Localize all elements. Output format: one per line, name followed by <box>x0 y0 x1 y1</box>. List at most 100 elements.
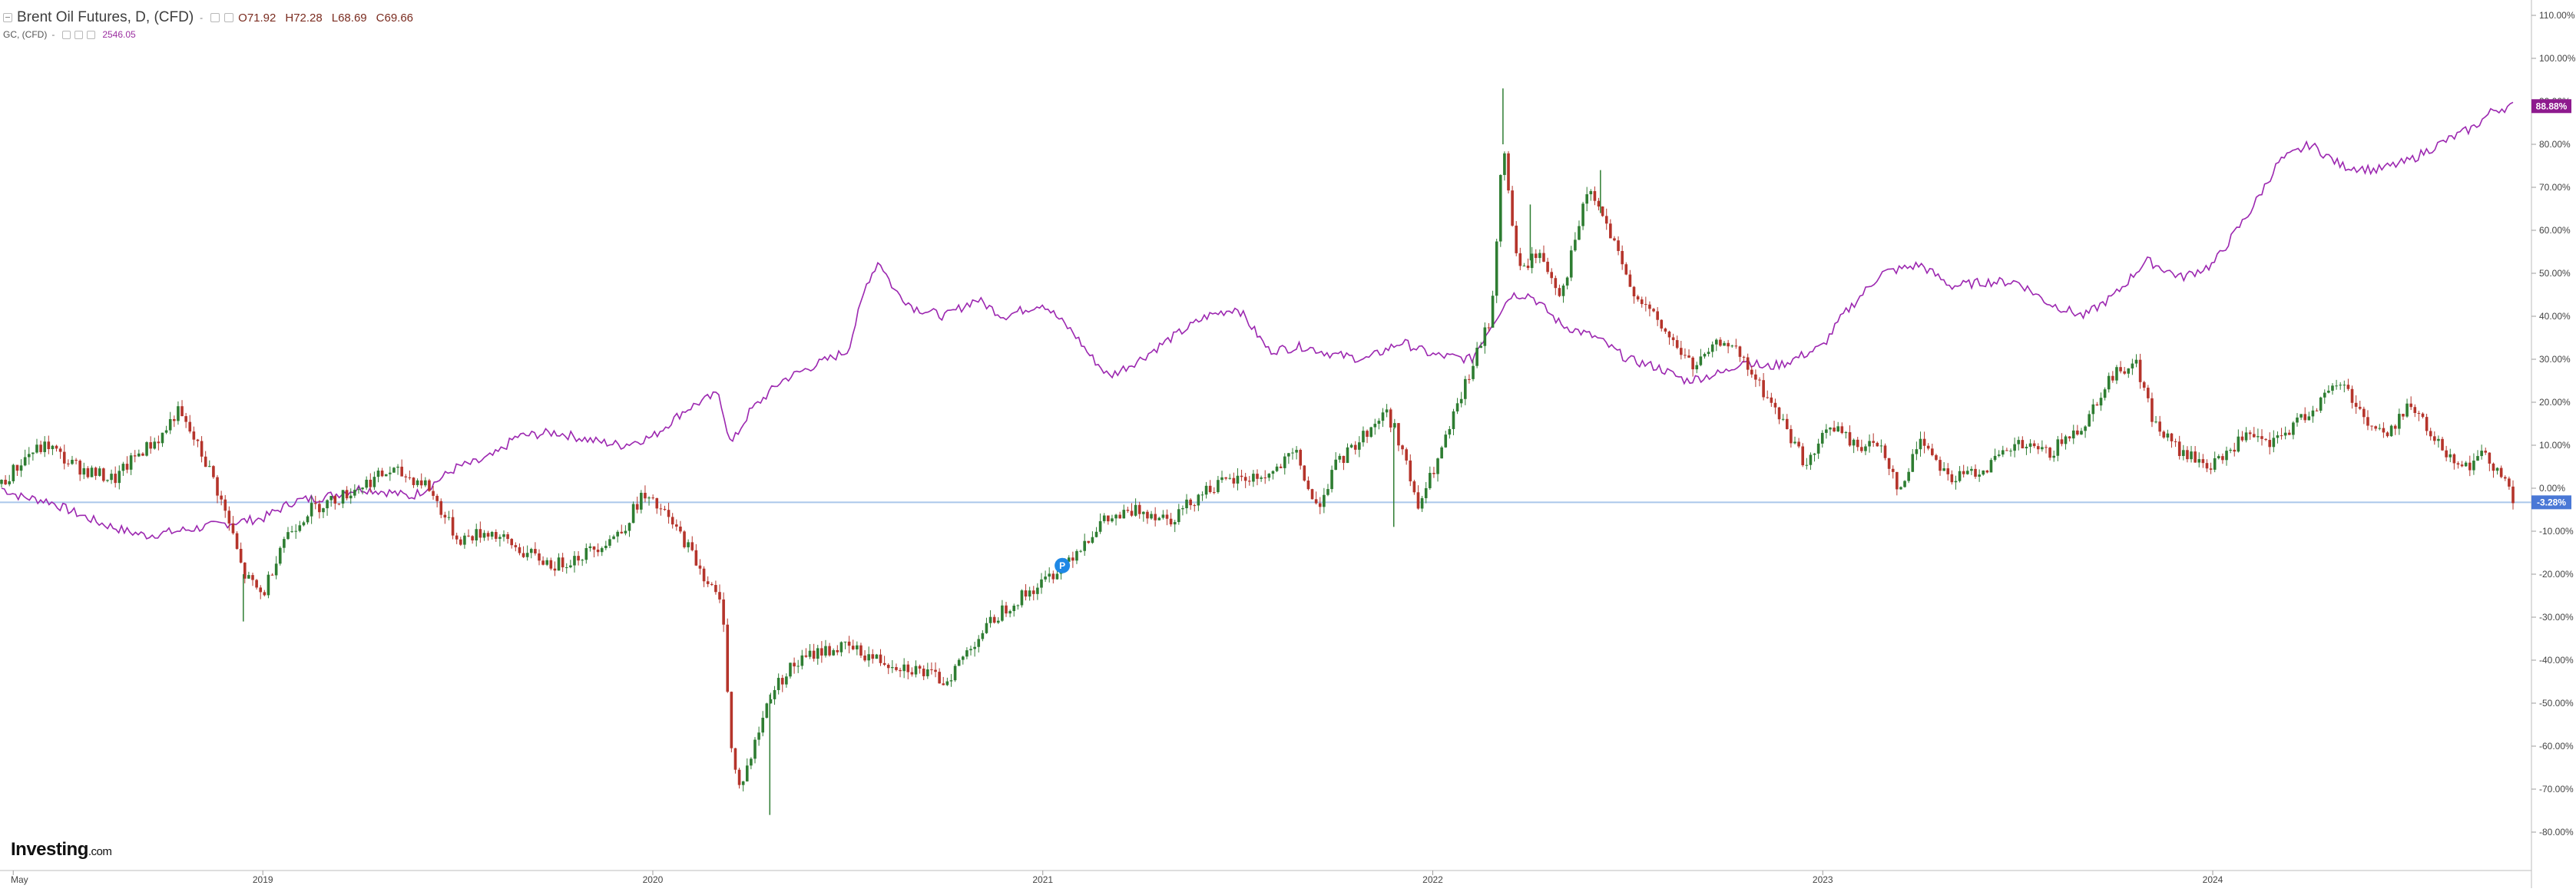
candle-body <box>647 497 651 499</box>
candle-body <box>2300 414 2303 418</box>
candle-body <box>863 655 866 661</box>
candle-body <box>1879 445 1883 447</box>
candle-body <box>612 536 615 540</box>
candle-body <box>2131 363 2134 368</box>
candle-body <box>737 769 741 785</box>
candle-body <box>2323 392 2326 398</box>
candle-body <box>651 497 654 499</box>
collapse-icon[interactable] <box>3 13 12 22</box>
candle-body <box>1111 518 1114 522</box>
candle-body <box>1424 487 1428 498</box>
candle-body <box>19 465 23 471</box>
candle-body <box>733 748 737 770</box>
candle-body <box>2358 406 2362 409</box>
candle-body <box>1958 471 1962 481</box>
candle-body <box>2280 435 2283 437</box>
settings-icon[interactable] <box>210 13 220 22</box>
candle-body <box>1005 605 1008 614</box>
candle-body <box>2488 452 2492 464</box>
candle-body <box>926 669 929 676</box>
symbol-title[interactable]: Brent Oil Futures, D, (CFD) <box>17 9 194 25</box>
candle-body <box>1518 253 1522 266</box>
y-tick-label: -40.00% <box>2539 655 2574 666</box>
candle-body <box>2456 463 2460 465</box>
candle-body <box>2331 385 2334 391</box>
settings-icon[interactable] <box>74 30 84 39</box>
compare-symbol[interactable]: GC, (CFD) <box>3 29 48 40</box>
candle-body <box>1189 499 1192 506</box>
close-icon[interactable] <box>224 13 234 22</box>
candle-body <box>690 542 694 550</box>
x-axis[interactable]: May 2019 2020 2021 2022 2023 2024 <box>11 871 2223 885</box>
candle-body <box>726 624 730 692</box>
candle-body <box>2147 388 2150 398</box>
candle-body <box>1165 514 1169 519</box>
y-axis[interactable]: 110.00%100.00%90.00%80.00%70.00%60.00%50… <box>2531 10 2576 837</box>
candle-body <box>39 444 42 452</box>
candle-body <box>2386 432 2389 437</box>
candle-body <box>2056 439 2060 456</box>
candle-body <box>471 536 474 540</box>
candle-body <box>996 620 1000 623</box>
candle-body <box>212 466 215 477</box>
chart-legend: Brent Oil Futures, D, (CFD) - O71.92 H72… <box>3 9 422 41</box>
symbol-dash: - <box>200 12 204 23</box>
candle-body <box>455 535 459 540</box>
candle-body <box>2154 421 2157 423</box>
candle-body <box>1107 515 1110 522</box>
candle-body <box>2225 451 2228 461</box>
candle-body <box>1687 355 1690 358</box>
candle-body <box>349 495 353 499</box>
candle-body <box>1260 477 1263 479</box>
x-tick-label: May <box>11 874 28 885</box>
plot-area[interactable]: P <box>0 88 2531 815</box>
candle-body <box>1448 428 1452 435</box>
candle-body <box>1008 611 1012 614</box>
candle-body <box>506 534 509 540</box>
candle-body <box>1142 511 1145 514</box>
candle-body <box>1636 296 1640 300</box>
candle-body <box>1727 342 1730 347</box>
candle-body <box>1503 153 1506 175</box>
candle-body <box>847 641 851 646</box>
candle-body <box>985 623 988 633</box>
x-tick-label: 2023 <box>1813 874 1833 885</box>
candle-body <box>1358 442 1361 450</box>
candle-body <box>1558 288 1561 296</box>
visibility-icon[interactable] <box>62 30 71 39</box>
candle-body <box>1511 190 1514 226</box>
candle-body <box>1217 480 1220 493</box>
candle-body <box>15 464 19 471</box>
candle-body <box>981 633 985 639</box>
candle-body <box>424 480 427 486</box>
close-icon[interactable] <box>87 30 96 39</box>
candle-body <box>58 448 62 452</box>
candle-body <box>1491 296 1495 328</box>
candle-body <box>675 524 678 527</box>
candle-body <box>856 645 859 649</box>
candle-body <box>1228 477 1232 479</box>
candle-body <box>1785 418 1789 429</box>
candle-body <box>2021 440 2025 449</box>
candle-body <box>1079 550 1082 552</box>
candle-body <box>2441 438 2444 451</box>
candle-body <box>2060 439 2064 444</box>
candle-body <box>1954 481 1958 483</box>
event-marker-icon[interactable] <box>1055 557 1071 573</box>
candle-body <box>757 732 760 740</box>
candle-body <box>1067 557 1071 562</box>
candle-body <box>1028 590 1031 597</box>
candle-body <box>2350 388 2354 403</box>
candle-body <box>1868 441 1871 447</box>
candle-body <box>2091 404 2095 415</box>
candle-body <box>2221 456 2224 461</box>
candle-body <box>1071 557 1074 561</box>
candle-body <box>1836 426 1839 432</box>
candle-body <box>1405 449 1408 461</box>
candle-body <box>2127 368 2131 374</box>
candle-body <box>596 549 600 553</box>
candle-body <box>793 662 796 667</box>
candle-body <box>243 562 247 579</box>
